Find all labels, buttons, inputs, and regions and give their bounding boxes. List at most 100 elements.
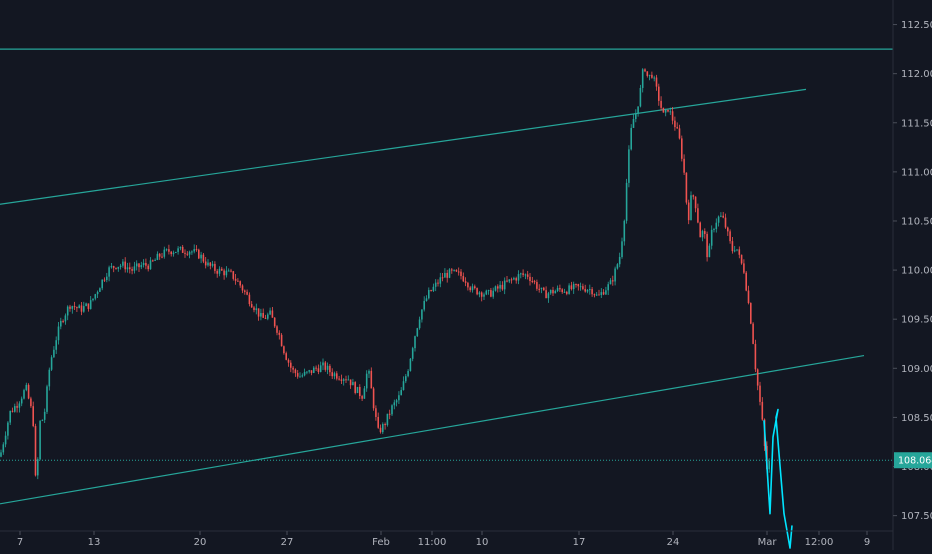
candle[interactable] bbox=[39, 420, 41, 461]
candle[interactable] bbox=[218, 266, 221, 277]
candle[interactable] bbox=[271, 307, 274, 318]
candle[interactable] bbox=[568, 283, 570, 295]
candle[interactable] bbox=[630, 124, 632, 151]
candle[interactable] bbox=[377, 412, 379, 429]
candle[interactable] bbox=[142, 259, 145, 268]
candle[interactable] bbox=[428, 287, 430, 300]
candle[interactable] bbox=[549, 289, 552, 295]
candle[interactable] bbox=[416, 327, 419, 337]
candle[interactable] bbox=[752, 322, 754, 345]
channel-upper-line[interactable] bbox=[0, 88, 807, 205]
candle[interactable] bbox=[471, 283, 474, 293]
candle[interactable] bbox=[623, 219, 626, 246]
candle[interactable] bbox=[566, 290, 568, 296]
candle[interactable] bbox=[138, 263, 140, 272]
candle[interactable] bbox=[2, 442, 5, 455]
candle[interactable] bbox=[524, 273, 527, 280]
candle[interactable] bbox=[283, 345, 285, 355]
candle[interactable] bbox=[278, 330, 281, 340]
candle[interactable] bbox=[704, 228, 706, 239]
candle[interactable] bbox=[547, 291, 550, 303]
candle[interactable] bbox=[200, 251, 202, 264]
candle[interactable] bbox=[510, 277, 513, 284]
candle[interactable] bbox=[694, 196, 697, 213]
candle[interactable] bbox=[273, 317, 276, 328]
candle[interactable] bbox=[391, 404, 393, 417]
candle[interactable] bbox=[193, 244, 195, 254]
candle[interactable] bbox=[363, 385, 366, 399]
candle[interactable] bbox=[349, 379, 352, 389]
candle[interactable] bbox=[106, 272, 108, 283]
candle[interactable] bbox=[246, 289, 248, 296]
candle[interactable] bbox=[230, 268, 232, 273]
candle[interactable] bbox=[602, 289, 605, 296]
candle[interactable] bbox=[570, 281, 573, 291]
candle[interactable] bbox=[62, 319, 64, 324]
candle[interactable] bbox=[474, 284, 476, 290]
candle[interactable] bbox=[425, 295, 428, 302]
candle[interactable] bbox=[506, 276, 508, 283]
candle[interactable] bbox=[375, 405, 377, 421]
candle[interactable] bbox=[25, 382, 28, 392]
candle[interactable] bbox=[457, 267, 460, 276]
candle[interactable] bbox=[386, 413, 389, 427]
candle[interactable] bbox=[227, 268, 230, 272]
candle[interactable] bbox=[448, 268, 451, 279]
candle[interactable] bbox=[294, 368, 297, 377]
candle[interactable] bbox=[731, 237, 734, 254]
time-axis[interactable]: 7 13 20 27 Feb 11:00 10 17 24 Mar 12:00 9 bbox=[17, 531, 870, 548]
candle[interactable] bbox=[685, 172, 688, 205]
candle[interactable] bbox=[485, 289, 488, 296]
candle[interactable] bbox=[11, 407, 14, 413]
candle[interactable] bbox=[179, 246, 182, 251]
candle[interactable] bbox=[662, 107, 665, 113]
candle[interactable] bbox=[756, 368, 759, 391]
candle[interactable] bbox=[71, 305, 74, 314]
candle[interactable] bbox=[27, 383, 30, 400]
candle[interactable] bbox=[497, 284, 499, 293]
candle[interactable] bbox=[407, 369, 409, 378]
candle[interactable] bbox=[621, 237, 623, 259]
candle[interactable] bbox=[172, 250, 175, 257]
candle[interactable] bbox=[430, 289, 432, 292]
candle[interactable] bbox=[315, 365, 317, 372]
candle[interactable] bbox=[575, 283, 577, 288]
candle[interactable] bbox=[441, 273, 444, 282]
candle[interactable] bbox=[421, 309, 423, 323]
candle[interactable] bbox=[733, 245, 736, 253]
candle[interactable] bbox=[402, 376, 405, 391]
candle[interactable] bbox=[690, 191, 692, 221]
candle[interactable] bbox=[625, 178, 628, 224]
candle[interactable] bbox=[50, 355, 53, 372]
candle[interactable] bbox=[64, 313, 67, 325]
candle[interactable] bbox=[400, 387, 402, 396]
candle[interactable] bbox=[434, 279, 437, 292]
candle[interactable] bbox=[112, 265, 115, 273]
candle[interactable] bbox=[347, 375, 350, 381]
candle[interactable] bbox=[641, 68, 644, 93]
candle[interactable] bbox=[48, 367, 51, 391]
candle[interactable] bbox=[191, 250, 193, 255]
candle[interactable] bbox=[556, 285, 559, 293]
candle[interactable] bbox=[494, 285, 497, 292]
candle[interactable] bbox=[692, 194, 695, 200]
candle[interactable] bbox=[388, 409, 391, 420]
candle[interactable] bbox=[418, 316, 421, 330]
candle[interactable] bbox=[409, 357, 412, 372]
candle[interactable] bbox=[453, 269, 455, 272]
candle[interactable] bbox=[759, 381, 761, 406]
candle[interactable] bbox=[204, 256, 207, 269]
candle[interactable] bbox=[170, 250, 172, 257]
candle[interactable] bbox=[720, 212, 722, 218]
candle[interactable] bbox=[23, 388, 25, 400]
candle[interactable] bbox=[559, 284, 561, 293]
candle[interactable] bbox=[41, 419, 44, 422]
candle[interactable] bbox=[368, 369, 370, 379]
candle[interactable] bbox=[614, 266, 616, 286]
candle[interactable] bbox=[444, 268, 446, 278]
candle[interactable] bbox=[110, 262, 113, 269]
candle[interactable] bbox=[78, 304, 80, 309]
candle[interactable] bbox=[589, 284, 591, 295]
